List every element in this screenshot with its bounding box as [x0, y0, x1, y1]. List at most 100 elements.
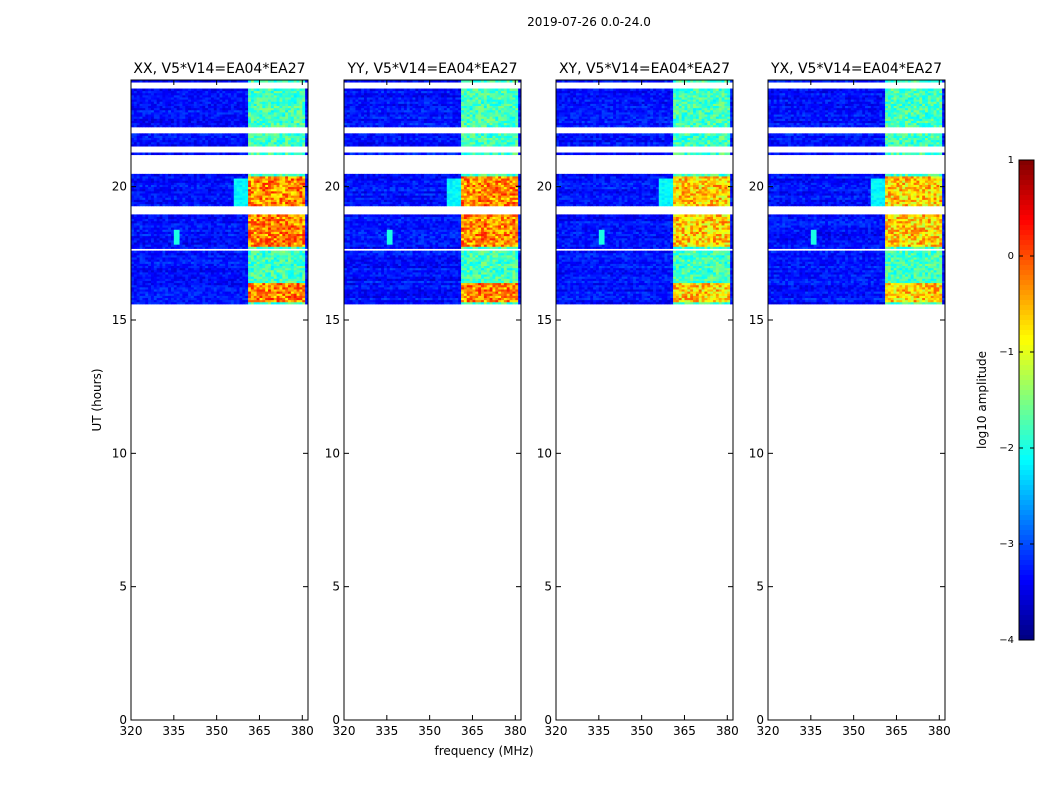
heatmap-cell: [273, 201, 277, 205]
heatmap-cell: [199, 176, 203, 179]
heatmap-cell: [242, 257, 246, 260]
heatmap-cell: [131, 186, 135, 190]
heatmap-cell: [273, 109, 277, 113]
heatmap-cell: [259, 297, 263, 301]
heatmap-cell: [282, 178, 286, 181]
heatmap-cell: [213, 272, 218, 275]
heatmap-cell: [216, 114, 220, 117]
heatmap-cell: [153, 216, 158, 220]
heatmap-cell: [225, 231, 229, 234]
heatmap-cell: [136, 257, 140, 260]
heatmap-cell: [250, 173, 255, 177]
heatmap-cell: [245, 112, 249, 115]
heatmap-cell: [253, 299, 258, 303]
heatmap-cell: [256, 293, 260, 296]
heatmap-cell: [282, 105, 286, 109]
heatmap-cell: [153, 116, 158, 119]
heatmap-cell: [156, 276, 160, 279]
heatmap-cell: [196, 297, 200, 301]
heatmap-cell: [273, 272, 277, 275]
heatmap-cell: [193, 229, 198, 232]
heatmap-cell: [208, 284, 212, 288]
heatmap-cell: [213, 105, 218, 109]
heatmap-cell: [225, 101, 229, 104]
heatmap-cell: [228, 229, 232, 232]
heatmap-cell: [179, 201, 183, 205]
heatmap-cell: [131, 276, 135, 279]
heatmap-cell: [182, 180, 186, 183]
heatmap-cell: [205, 180, 209, 183]
heatmap-cell: [205, 295, 209, 298]
heatmap-cell: [293, 176, 297, 179]
heatmap-cell: [256, 257, 260, 260]
heatmap-cell: [293, 173, 297, 177]
heatmap-cell: [139, 109, 143, 113]
heatmap-cell: [305, 242, 309, 245]
heatmap-cell: [193, 267, 198, 271]
heatmap-cell: [205, 299, 209, 303]
heatmap-cell: [216, 139, 220, 143]
heatmap-cell: [299, 90, 303, 94]
heatmap-cell: [222, 299, 226, 303]
heatmap-cell: [173, 141, 178, 145]
heatmap-cell: [156, 184, 160, 188]
heatmap-cell: [222, 203, 226, 207]
heatmap-cell: [139, 269, 143, 273]
heatmap-cell: [302, 118, 306, 121]
heatmap-cell: [179, 286, 183, 290]
heatmap-cell: [233, 173, 238, 177]
heatmap-cell: [276, 173, 280, 177]
heatmap-cell: [279, 101, 283, 104]
heatmap-cell: [176, 105, 180, 109]
heatmap-cell: [250, 105, 255, 109]
heatmap-cell: [265, 188, 269, 192]
heatmap-cell: [136, 186, 140, 190]
heatmap-cell: [145, 135, 149, 138]
heatmap-cell: [131, 265, 135, 269]
heatmap-cell: [145, 297, 149, 301]
heatmap-cell: [210, 184, 215, 188]
heatmap-cell: [253, 242, 258, 245]
heatmap-cell: [288, 193, 292, 196]
heatmap-cell: [290, 257, 295, 260]
heatmap-cell: [156, 94, 160, 98]
heatmap-cell: [233, 222, 238, 226]
heatmap-cell: [150, 222, 155, 226]
heatmap-cell: [156, 252, 160, 256]
heatmap-cell: [245, 173, 249, 177]
heatmap-cell: [139, 90, 143, 94]
heatmap-cell: [222, 124, 226, 128]
heatmap-cell: [165, 178, 169, 181]
heatmap-cell: [208, 152, 212, 156]
heatmap-cell: [136, 107, 140, 111]
heatmap-cell: [265, 282, 269, 286]
heatmap-cell: [188, 112, 192, 115]
heatmap-cell: [150, 265, 155, 269]
heatmap-cell: [150, 188, 155, 192]
heatmap-cell: [290, 289, 295, 292]
heatmap-cell: [210, 280, 215, 284]
heatmap-cell: [230, 225, 235, 228]
heatmap-cell: [253, 173, 258, 177]
heatmap-cell: [228, 265, 232, 269]
heatmap-cell: [196, 272, 200, 275]
heatmap-cell: [268, 135, 272, 138]
heatmap-cell: [282, 135, 286, 138]
heatmap-cell: [173, 274, 178, 277]
heatmap-cell: [208, 231, 212, 234]
heatmap-cell: [202, 184, 206, 188]
heatmap-cell: [176, 244, 180, 247]
heatmap-cell: [250, 220, 255, 224]
heatmap-cell: [139, 180, 143, 183]
heatmap-cell: [245, 216, 249, 220]
heatmap-cell: [230, 237, 235, 241]
heatmap-cell: [216, 152, 220, 156]
heatmap-cell: [265, 109, 269, 113]
heatmap-cell: [205, 114, 209, 117]
heatmap-cell: [182, 257, 186, 260]
heatmap-cell: [265, 199, 269, 202]
heatmap-cell: [242, 101, 246, 104]
heatmap-cell: [216, 184, 220, 188]
heatmap-cell: [228, 282, 232, 286]
heatmap-cell: [162, 244, 166, 247]
